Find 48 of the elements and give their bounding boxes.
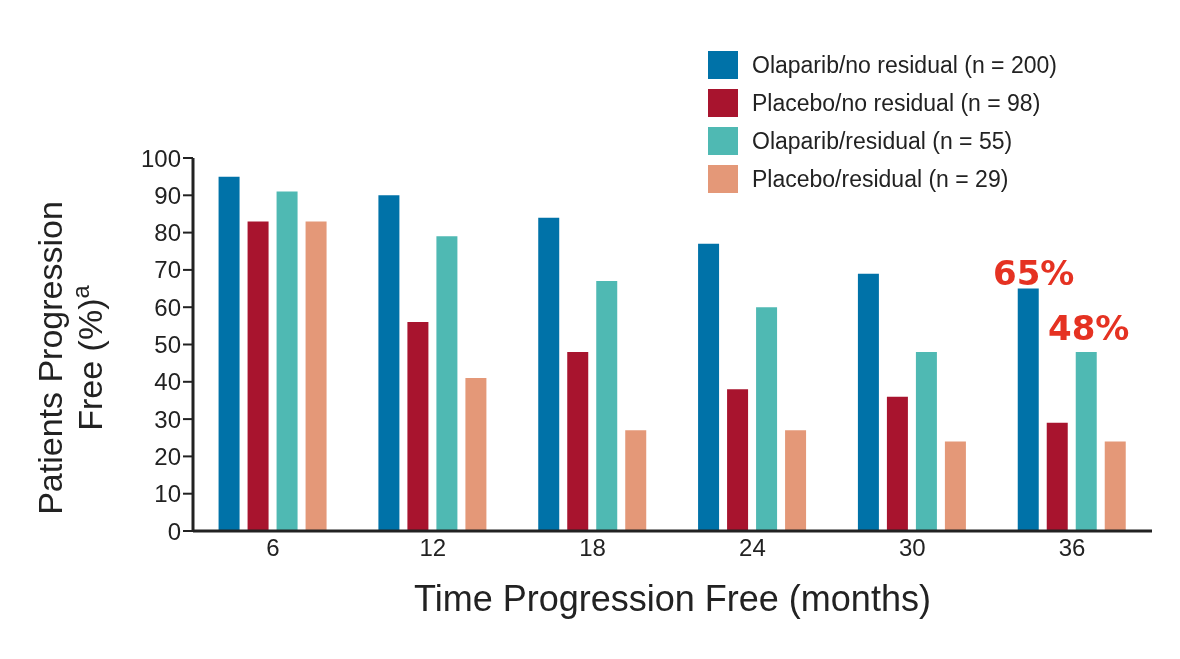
bar [305, 221, 327, 531]
bar [247, 221, 269, 531]
bar [407, 322, 429, 531]
bar [698, 243, 720, 531]
y-tick-label: 0 [167, 517, 181, 545]
y-tick-label: 70 [154, 256, 181, 284]
bar [857, 273, 879, 531]
bar [218, 176, 240, 531]
legend-label: Placebo/no residual (n = 98) [752, 89, 1041, 117]
bar [1017, 288, 1039, 531]
x-axis-title: Time Progression Free (months) [414, 578, 931, 619]
bar [785, 430, 807, 531]
annotation: 65% [993, 253, 1075, 293]
bar [727, 389, 749, 531]
x-tick-label: 6 [266, 534, 280, 562]
bar [1075, 351, 1097, 531]
bar [1104, 441, 1126, 531]
y-tick-label: 10 [154, 480, 181, 508]
y-tick-label: 100 [140, 144, 181, 172]
annotation: 48% [1048, 308, 1130, 348]
x-tick-label: 36 [1058, 534, 1086, 562]
y-tick-label: 50 [154, 331, 181, 359]
legend-label: Olaparib/no residual (n = 200) [752, 51, 1057, 79]
bar [596, 281, 618, 531]
bar [944, 441, 966, 531]
bar [625, 430, 647, 531]
x-tick-label: 24 [739, 534, 766, 562]
y-tick-label: 30 [154, 405, 181, 433]
bar [276, 191, 298, 531]
bar [886, 396, 908, 531]
x-tick-label: 12 [419, 534, 447, 562]
legend-label: Olaparib/residual (n = 55) [752, 127, 1013, 155]
bar [436, 236, 458, 531]
bar [915, 351, 937, 531]
x-tick-label: 30 [898, 534, 926, 562]
y-tick-label: 40 [154, 368, 181, 396]
y-tick-label: 60 [154, 293, 181, 321]
x-tick-label: 18 [579, 534, 606, 562]
bar [538, 217, 560, 531]
bar [378, 195, 400, 531]
bar [465, 378, 487, 531]
y-tick-label: 90 [154, 181, 181, 209]
legend-label: Placebo/residual (n = 29) [752, 165, 1009, 193]
bar [756, 307, 778, 531]
y-tick-label: 80 [154, 219, 181, 247]
y-tick-label: 20 [154, 442, 181, 470]
bar [1046, 422, 1068, 531]
bar [567, 351, 589, 531]
